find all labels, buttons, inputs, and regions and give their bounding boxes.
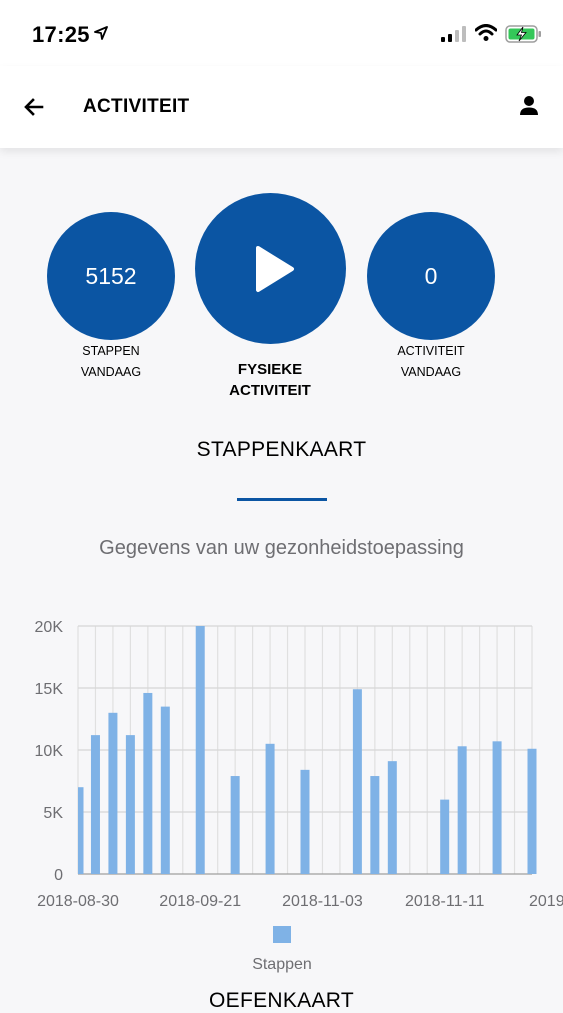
start-activity-button[interactable]	[195, 193, 346, 344]
y-tick-label: 20K	[35, 619, 64, 636]
bar	[108, 712, 118, 874]
bar	[492, 741, 502, 874]
activity-today-value: 0	[424, 262, 438, 289]
bar	[457, 746, 467, 874]
y-tick-label: 0	[54, 867, 63, 884]
status-time: 17:25	[32, 22, 90, 47]
app-header: ACTIVITEIT	[0, 66, 563, 148]
play-icon	[255, 245, 294, 292]
legend-label: Stappen	[252, 956, 312, 973]
steps-today-label: STAPPEN VANDAAG	[51, 341, 171, 383]
y-tick-label: 10K	[35, 743, 64, 760]
legend-swatch	[273, 926, 291, 943]
steps-bar-chart: 0 5K 10K 15K 20K 2018-08-30 2018-09-21 2018-11-…	[35, 619, 563, 973]
profile-button[interactable]	[513, 90, 545, 122]
physical-activity-label-line2: ACTIVITEIT	[229, 382, 311, 399]
bar	[440, 799, 450, 874]
steps-today-value: 5152	[85, 262, 137, 289]
bar	[300, 769, 310, 874]
bar	[160, 706, 170, 874]
status-bar: 17:25	[0, 0, 563, 66]
activity-today-label: ACTIVITEIT VANDAAG	[371, 341, 491, 383]
bar	[195, 626, 205, 874]
steps-today-circle[interactable]: 5152	[47, 212, 175, 340]
bar	[90, 735, 100, 874]
physical-activity-label: FYSIEKE ACTIVITEIT	[190, 359, 350, 401]
activity-today-label-line2: VANDAAG	[400, 365, 462, 379]
bar	[78, 787, 84, 874]
x-tick-label: 2018-11-03	[282, 893, 363, 910]
y-tick-label: 5K	[43, 805, 63, 822]
bar	[352, 689, 362, 874]
bar	[387, 761, 397, 874]
bar	[527, 748, 537, 874]
steps-chart-title: STAPPENKAART	[196, 438, 367, 461]
location-arrow-icon	[94, 26, 108, 40]
steps-today-label-line1: STAPPEN	[82, 344, 140, 358]
steps-today-label-line2: VANDAAG	[80, 365, 142, 379]
bar	[370, 776, 380, 874]
steps-chart-subtitle: Gegevens van uw gezonheidstoepassing	[99, 537, 464, 559]
cellular-signal-icon	[441, 26, 466, 42]
x-tick-label: 2018-11-11	[405, 893, 485, 910]
back-button[interactable]	[18, 92, 50, 122]
arrow-left-icon	[24, 98, 44, 116]
x-tick-label: 2019-	[529, 893, 563, 910]
activity-today-label-line1: ACTIVITEIT	[397, 344, 465, 358]
page-title: ACTIVITEIT	[83, 96, 190, 117]
y-tick-label: 15K	[35, 681, 64, 698]
person-icon	[520, 96, 538, 115]
bar	[230, 776, 240, 874]
x-tick-label: 2018-09-21	[159, 893, 241, 910]
section-divider	[237, 498, 327, 501]
bar	[125, 735, 135, 874]
wifi-icon	[475, 24, 497, 41]
activity-today-circle[interactable]: 0	[367, 212, 495, 340]
battery-charging-icon	[505, 25, 541, 43]
x-tick-label: 2018-08-30	[37, 893, 119, 910]
bar	[265, 743, 275, 874]
physical-activity-label-line1: FYSIEKE	[237, 361, 303, 378]
bar	[143, 692, 153, 874]
exercise-chart-title: OEFENKAART	[209, 989, 354, 1012]
